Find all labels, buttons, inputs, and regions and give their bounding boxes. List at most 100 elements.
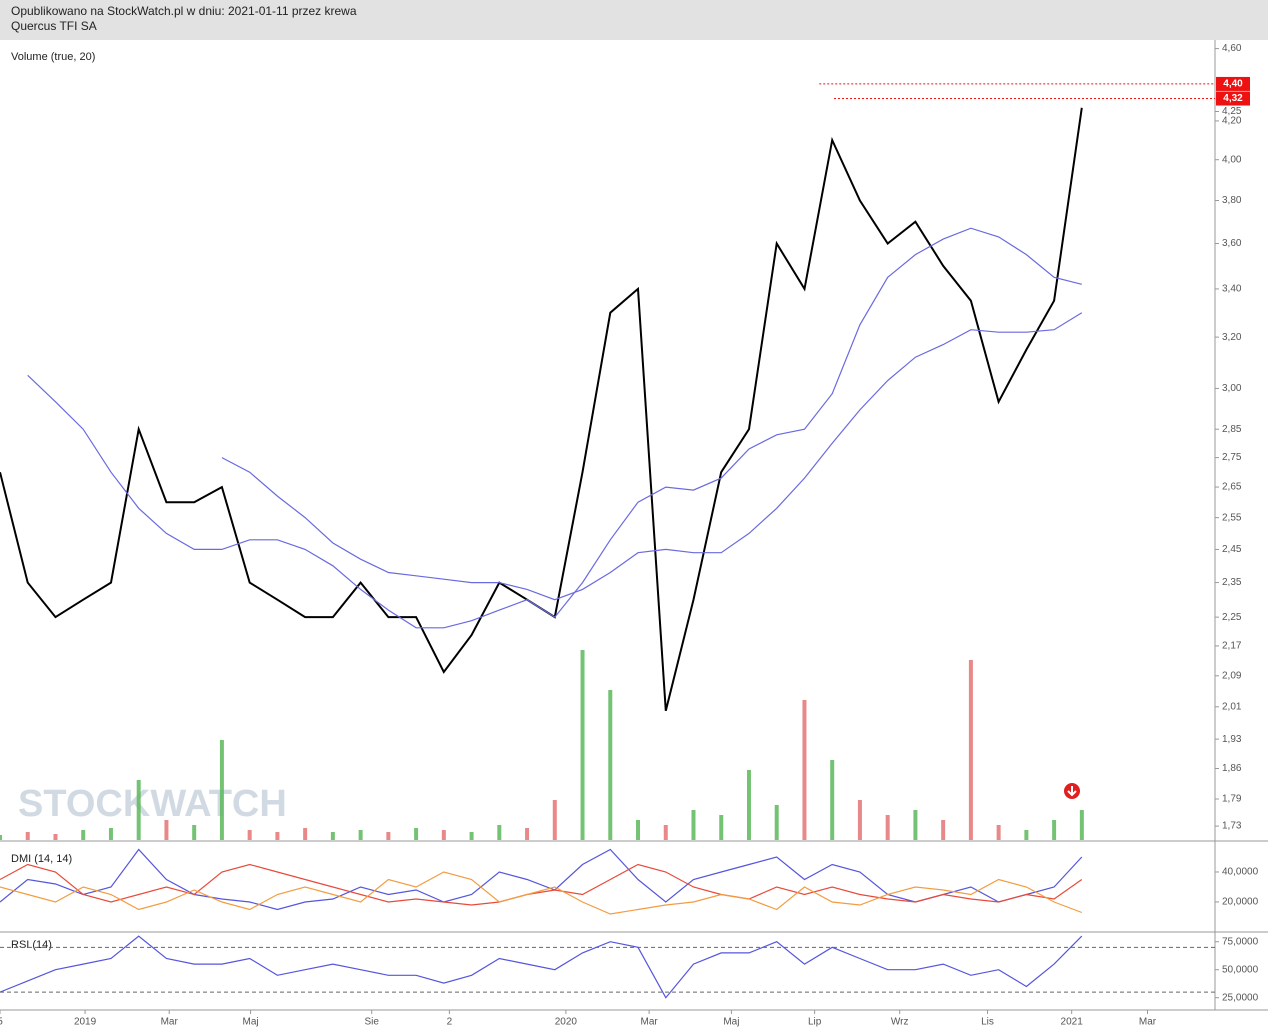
x-tick-label: Wrz <box>891 1017 909 1028</box>
y-tick-label: 25,0000 <box>1222 992 1259 1003</box>
volume-bar <box>164 820 169 840</box>
volume-bar <box>913 810 918 840</box>
volume-bar <box>1024 830 1029 840</box>
volume-bar <box>968 660 973 840</box>
y-tick-label: 2,35 <box>1222 577 1242 588</box>
header-text: Opublikowano na StockWatch.pl w dniu: 20… <box>11 4 357 18</box>
x-tick-label: Maj <box>723 1017 739 1028</box>
volume-bar <box>580 650 585 840</box>
volume-bar <box>525 828 530 840</box>
volume-bar <box>663 825 668 840</box>
y-tick-label: 2,25 <box>1222 612 1242 623</box>
y-tick-label: 1,86 <box>1222 763 1242 774</box>
y-tick-label: 40,0000 <box>1222 867 1259 878</box>
x-tick-label: Lis <box>981 1017 994 1028</box>
y-tick-label: 1,93 <box>1222 734 1242 745</box>
volume-bar <box>552 800 557 840</box>
x-tick-label: Sie <box>364 1017 379 1028</box>
volume-bar <box>857 800 862 840</box>
y-tick-label: 4,60 <box>1222 43 1242 54</box>
volume-bar <box>608 690 613 840</box>
x-tick-label: 2 <box>447 1017 453 1028</box>
volume-bar <box>719 815 724 840</box>
max-label: 4,32 <box>1223 93 1243 104</box>
volume-bar <box>358 830 363 840</box>
volume-bar <box>830 760 835 840</box>
volume-bar <box>0 835 2 840</box>
y-tick-label: 1,79 <box>1222 794 1242 805</box>
y-tick-label: 4,00 <box>1222 154 1242 165</box>
y-tick-label: 75,0000 <box>1222 936 1259 947</box>
header-subtitle: Quercus TFI SA <box>11 19 97 33</box>
volume-bar <box>136 780 141 840</box>
x-tick-label: Maj <box>243 1017 259 1028</box>
y-tick-label: 3,80 <box>1222 195 1242 206</box>
volume-bar <box>746 770 751 840</box>
volume-bar <box>275 832 280 840</box>
volume-bar <box>802 700 807 840</box>
rsi-label: RSI (14) <box>11 939 52 951</box>
x-tick-label: 2020 <box>555 1017 578 1028</box>
y-tick-label: 20,0000 <box>1222 897 1259 908</box>
volume-bar <box>386 832 391 840</box>
volume-bar <box>81 830 86 840</box>
series-line <box>0 871 1083 915</box>
y-tick-label: 3,40 <box>1222 284 1242 295</box>
max-label-box <box>1216 76 1250 91</box>
volume-bar <box>1052 820 1057 840</box>
series-line <box>0 863 1083 906</box>
signal-arrow <box>1067 786 1077 797</box>
x-tick-label: 2021 <box>1061 1017 1084 1028</box>
x-tick-label: Mar <box>1139 1017 1157 1028</box>
volume-bar <box>636 820 641 840</box>
y-tick-label: 3,20 <box>1222 332 1242 343</box>
x-tick-label: Mar <box>640 1017 658 1028</box>
y-tick-label: 3,00 <box>1222 383 1242 394</box>
x-tick-label: Lip <box>808 1017 822 1028</box>
volume-bar <box>247 830 252 840</box>
y-tick-label: 2,65 <box>1222 482 1242 493</box>
volume-bar <box>774 805 779 840</box>
series-line <box>0 935 1083 999</box>
volume-bar <box>996 825 1001 840</box>
y-tick-label: 50,0000 <box>1222 964 1259 975</box>
watermark: STOCKWATCH <box>18 783 287 825</box>
x-tick-label: 5 <box>0 1017 3 1028</box>
y-tick-label: 2,01 <box>1222 701 1242 712</box>
y-tick-label: 2,85 <box>1222 424 1242 435</box>
series-line <box>0 107 1083 712</box>
y-tick-label: 2,09 <box>1222 670 1242 681</box>
volume-bar <box>497 825 502 840</box>
volume-bar <box>1079 810 1084 840</box>
volume-bar <box>691 810 696 840</box>
volume-bar <box>219 740 224 840</box>
y-tick-label: 2,17 <box>1222 641 1242 652</box>
volume-bar <box>108 828 113 840</box>
y-tick-label: 2,55 <box>1222 512 1242 523</box>
y-tick-label: 2,75 <box>1222 452 1242 463</box>
y-tick-label: 1,73 <box>1222 821 1242 832</box>
y-tick-label: 2,45 <box>1222 544 1242 555</box>
max-label: 4,40 <box>1223 79 1243 90</box>
volume-bar <box>469 832 474 840</box>
max-label-box <box>1216 91 1250 106</box>
volume-label: Volume (true, 20) <box>11 51 95 63</box>
x-tick-label: Mar <box>161 1017 179 1028</box>
series-line <box>0 848 1083 911</box>
y-tick-label: 4,20 <box>1222 116 1242 127</box>
volume-bar <box>303 828 308 840</box>
volume-bar <box>53 834 58 840</box>
y-tick-label: 4,25 <box>1222 106 1242 117</box>
volume-bar <box>330 832 335 840</box>
volume-bar <box>414 828 419 840</box>
series-line <box>27 227 1082 629</box>
x-tick-label: 2019 <box>74 1017 97 1028</box>
volume-bar <box>441 830 446 840</box>
volume-bar <box>192 825 197 840</box>
volume-bar <box>885 815 890 840</box>
dmi-label: DMI (14, 14) <box>11 853 72 865</box>
header-bar <box>0 0 1268 40</box>
series-line <box>221 312 1083 601</box>
